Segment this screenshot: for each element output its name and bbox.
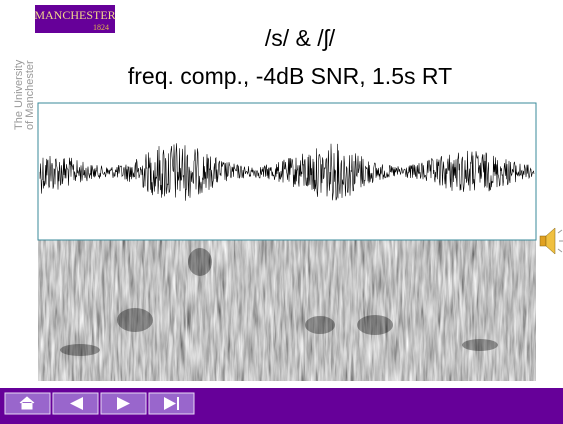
logo-name: MANCHESTER	[34, 8, 115, 22]
nav-home[interactable]	[5, 393, 50, 414]
nav-next[interactable]	[101, 393, 146, 414]
speaker-icon[interactable]	[540, 228, 563, 254]
slide: MANCHESTER 1824 The University of Manche…	[0, 0, 563, 424]
side-line: of Manchester	[24, 60, 36, 130]
nav-previous[interactable]	[53, 393, 98, 414]
spectrogram	[38, 240, 536, 381]
nav-last[interactable]	[149, 393, 194, 414]
page: MANCHESTER 1824 The University of Manche…	[0, 0, 563, 424]
logo-year: 1824	[93, 23, 109, 32]
side-text: The University of Manchester	[13, 59, 36, 130]
title-line: freq. comp., -4dB SNR, 1.5s RT	[128, 63, 452, 89]
title-line: /s/ & /ʃ/	[265, 25, 336, 51]
